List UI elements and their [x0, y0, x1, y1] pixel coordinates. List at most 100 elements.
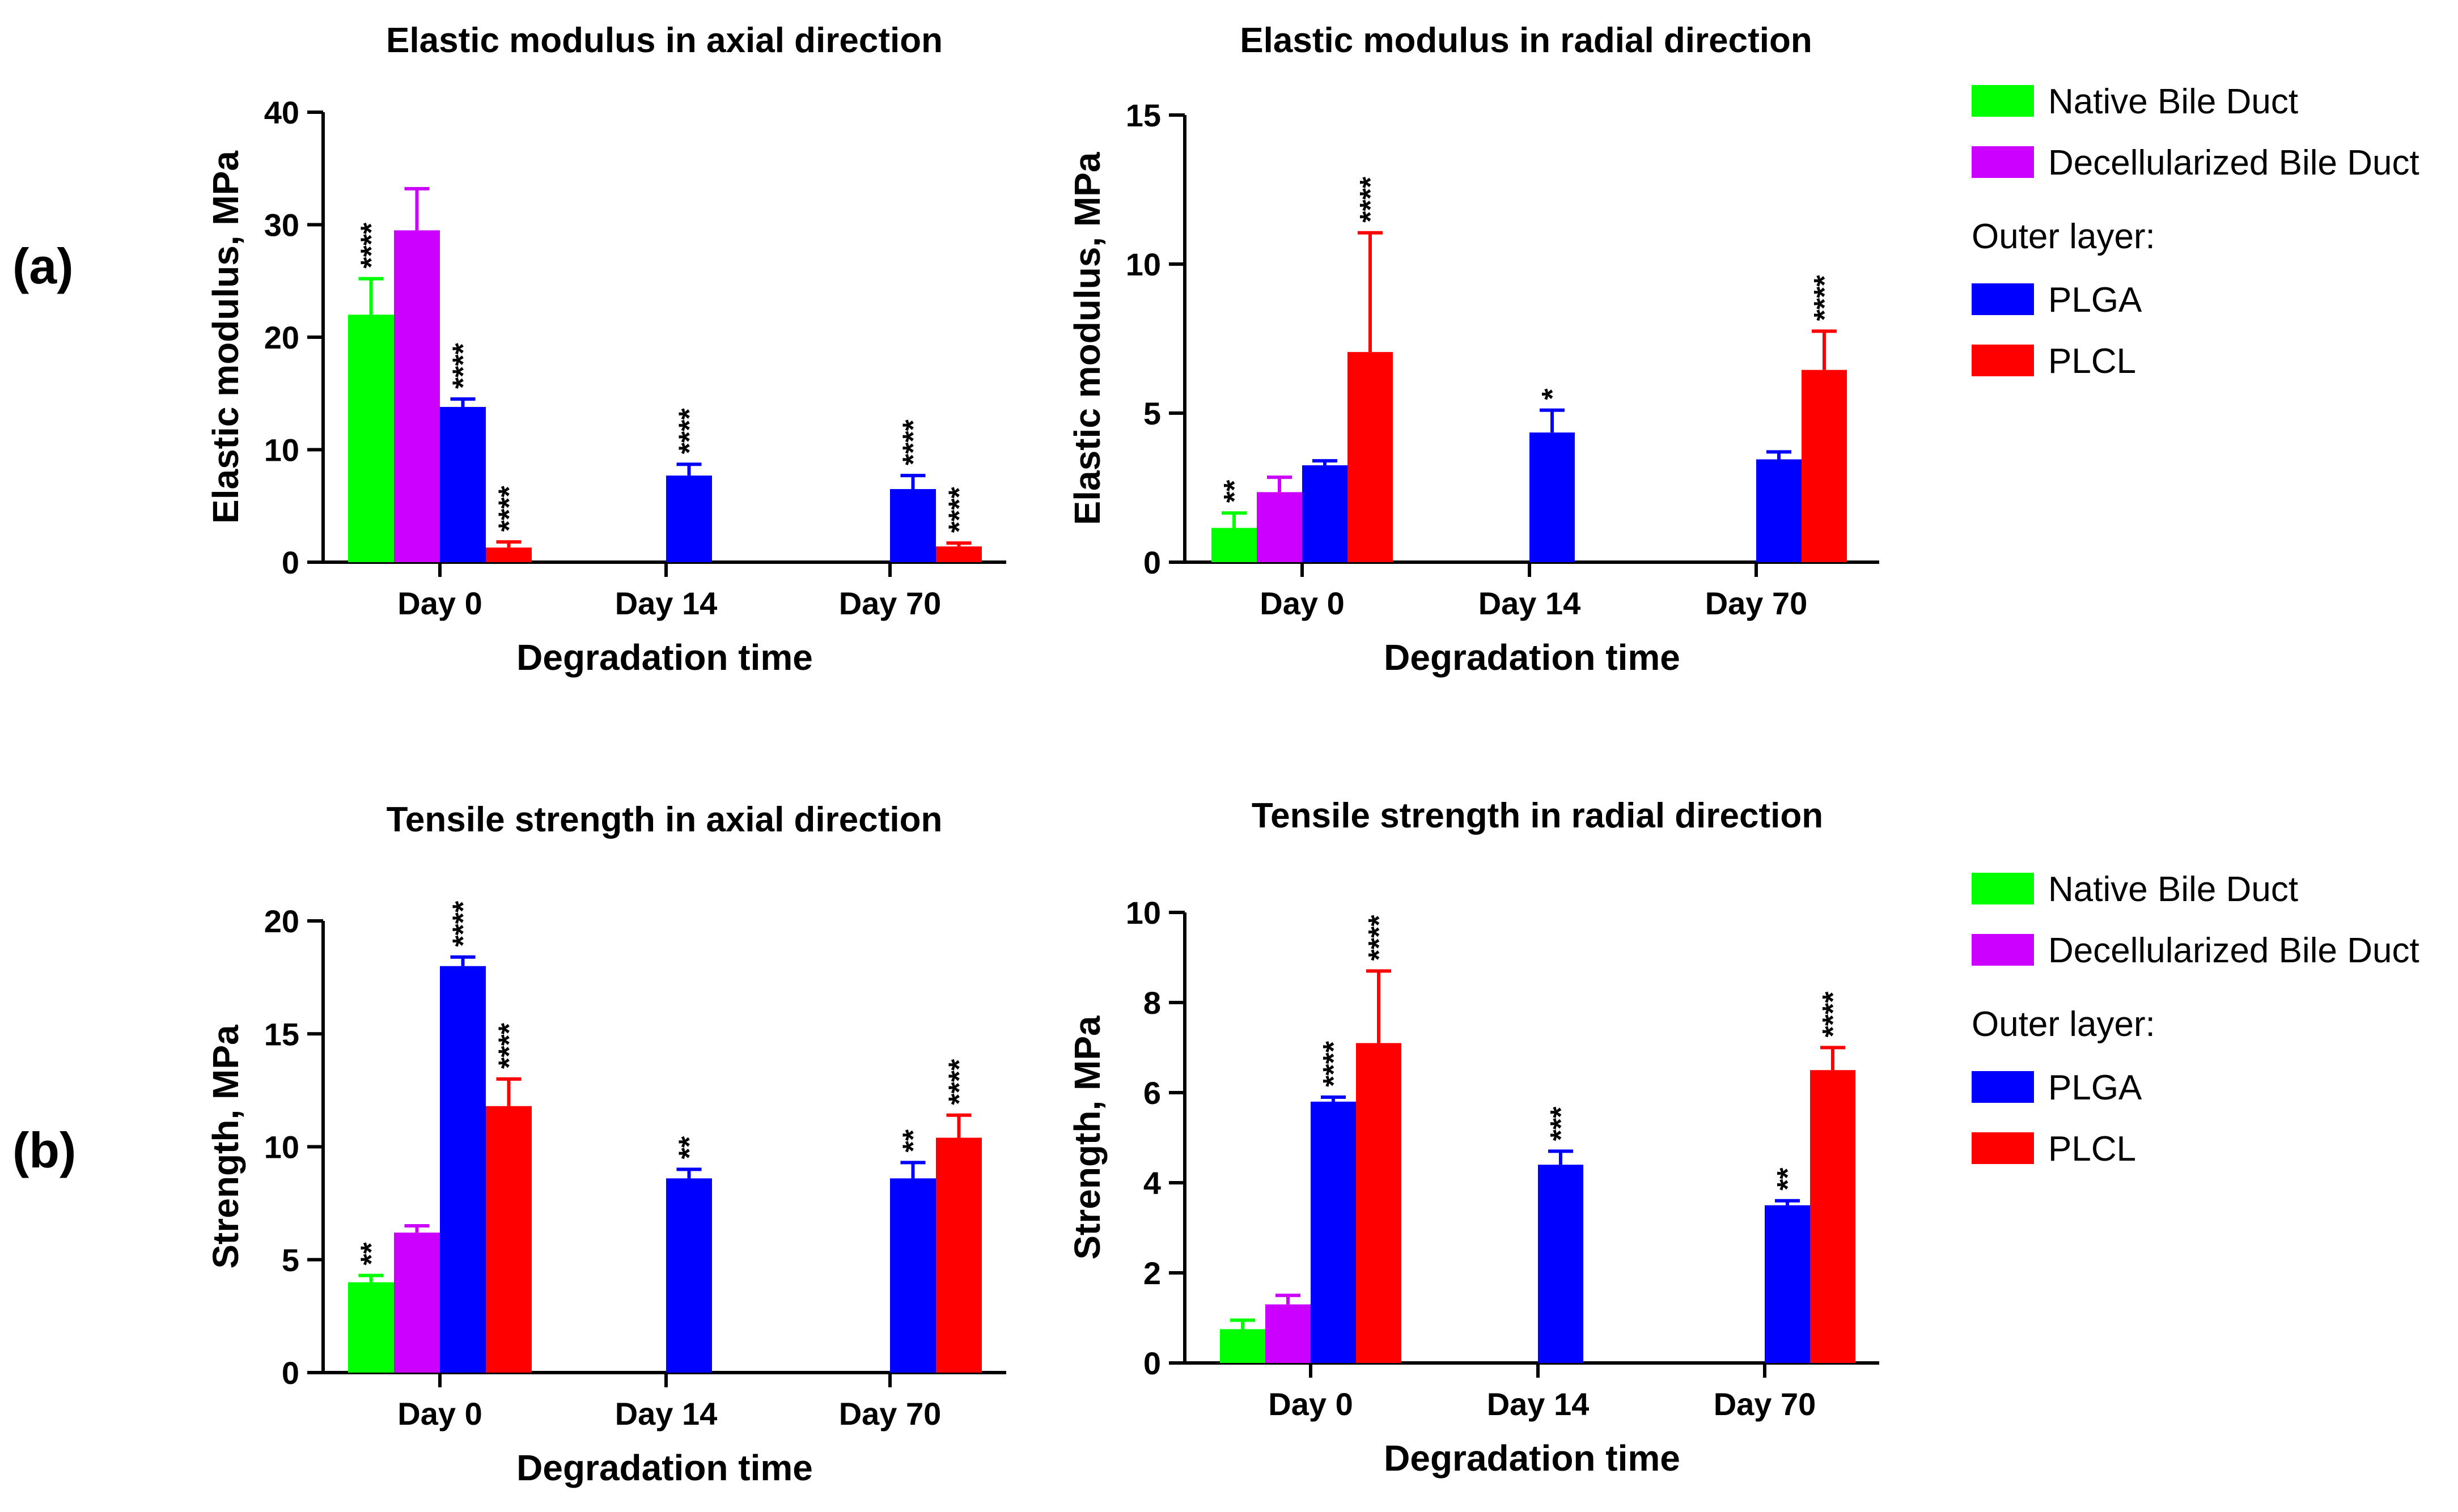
y-tick-label: 5: [1143, 396, 1161, 431]
legends-layer: Native Bile Duct Decellularized Bile Duct…: [1972, 82, 2419, 1169]
panel-label-a: (a): [12, 238, 74, 294]
bar: [890, 1178, 936, 1373]
y-tick-label: 10: [1126, 247, 1161, 282]
x-tick-label: Day 0: [1268, 1386, 1353, 1422]
bar: [1756, 459, 1802, 562]
bar: [1311, 1101, 1356, 1363]
y-tick-label: 10: [264, 432, 299, 468]
chart-title: Elastic modulus in axial direction: [386, 21, 943, 60]
y-axis-title: Strength, MPa: [205, 1025, 246, 1269]
chart-title: Tensile strength in radial direction: [1252, 796, 1823, 835]
bar: [936, 546, 982, 562]
y-tick-label: 15: [1126, 97, 1161, 133]
y-axis-title: Elastic modulus, MPa: [1067, 152, 1108, 525]
bar: [486, 1106, 532, 1373]
y-tick-label: 20: [264, 320, 299, 355]
legend-swatch: [1972, 345, 2034, 376]
bar: [1347, 352, 1393, 562]
panel-label-b: (b): [12, 1122, 76, 1178]
significance-label: **: [355, 1242, 388, 1265]
bar: [1529, 432, 1575, 562]
x-tick-label: Day 70: [839, 1396, 942, 1432]
bar: [1765, 1205, 1810, 1363]
significance-label: ****: [1354, 176, 1387, 223]
significance-label: ****: [1317, 1040, 1350, 1087]
x-tick-label: Day 0: [397, 585, 482, 621]
chart-4: Tensile strength in radial direction 0 2 4 6…: [1067, 796, 1879, 1479]
legend-swatch: [1972, 1132, 2034, 1164]
x-tick-label: Day 70: [839, 585, 942, 621]
bar: [1810, 1070, 1855, 1363]
x-tick-label: Day 14: [1487, 1386, 1590, 1422]
y-tick-label: 40: [264, 95, 299, 130]
y-tick-label: 4: [1143, 1165, 1161, 1201]
chart-1: Elastic modulus in axial direction 0 10 20 3…: [205, 21, 1006, 678]
significance-label: ****: [493, 486, 526, 532]
bar: [486, 547, 532, 562]
y-tick-label: 20: [264, 903, 299, 939]
chart-2: Elastic modulus in radial direction 0 5 10 1…: [1067, 21, 1879, 678]
y-tick-label: 30: [264, 207, 299, 243]
significance-label: **: [897, 1129, 930, 1152]
x-tick-label: Day 0: [1260, 585, 1344, 621]
legend-label: PLGA: [2048, 1068, 2142, 1107]
bar: [440, 407, 486, 562]
bar: [1538, 1165, 1583, 1363]
y-axis-title: Strength, MPa: [1067, 1016, 1108, 1260]
bar: [936, 1137, 982, 1373]
bar: [440, 966, 486, 1373]
legend-swatch: [1972, 1071, 2034, 1103]
y-tick-label: 10: [264, 1129, 299, 1165]
significance-label: ****: [897, 419, 930, 465]
y-tick-label: 15: [264, 1016, 299, 1052]
legend-swatch: [1972, 873, 2034, 904]
significance-label: ****: [943, 1059, 976, 1105]
significance-label: ****: [673, 408, 706, 455]
significance-label: **: [673, 1136, 706, 1159]
bar: [1257, 492, 1302, 562]
y-tick-label: 0: [282, 1355, 299, 1391]
bar: [1220, 1329, 1265, 1363]
bar: [1302, 465, 1347, 562]
chart-title: Tensile strength in axial direction: [387, 800, 943, 839]
y-tick-label: 6: [1143, 1075, 1161, 1111]
legend-label: PLGA: [2048, 281, 2142, 320]
significance-label: ****: [1363, 915, 1396, 961]
legend-label: Decellularized Bile Duct: [2048, 931, 2419, 970]
bar: [666, 1178, 712, 1373]
x-tick-label: Day 70: [1714, 1386, 1816, 1422]
legend-swatch: [1972, 934, 2034, 966]
x-axis-title: Degradation time: [516, 1447, 813, 1488]
y-tick-label: 5: [282, 1242, 299, 1278]
x-tick-label: Day 14: [615, 585, 718, 621]
significance-label: ****: [447, 342, 480, 389]
legend-label: PLCL: [2048, 342, 2136, 381]
y-tick-label: 0: [282, 545, 299, 580]
y-tick-label: 0: [1143, 1345, 1161, 1381]
significance-label: ***: [1545, 1106, 1578, 1141]
legend-label: Decellularized Bile Duct: [2048, 143, 2419, 182]
bar: [348, 315, 394, 562]
bar: [666, 475, 712, 562]
significance-label: ****: [447, 901, 480, 947]
x-axis-title: Degradation time: [1384, 637, 1680, 678]
legend-swatch: [1972, 85, 2034, 117]
x-axis-title: Degradation time: [516, 637, 813, 678]
x-tick-label: Day 14: [615, 1396, 718, 1432]
significance-label: ****: [493, 1022, 526, 1069]
y-tick-label: 8: [1143, 985, 1161, 1021]
significance-label: ****: [1817, 991, 1850, 1038]
legend-swatch: [1972, 283, 2034, 315]
legend-1: Native Bile Duct Decellularized Bile Duct…: [1972, 82, 2419, 381]
bar: [1356, 1043, 1401, 1363]
legend-label: Native Bile Duct: [2048, 870, 2298, 909]
bar: [1802, 369, 1847, 562]
y-axis-title: Elastic modulus, MPa: [205, 151, 246, 524]
legend-swatch: [1972, 146, 2034, 178]
charts-layer: Elastic modulus in axial direction 0 10 20 3…: [205, 21, 1879, 1488]
significance-label: ****: [1808, 275, 1841, 321]
bar: [348, 1282, 394, 1373]
chart-3: Tensile strength in axial direction 0 5 10 1…: [205, 800, 1006, 1488]
significance-label: **: [1218, 479, 1251, 503]
x-axis-title: Degradation time: [1384, 1438, 1680, 1479]
